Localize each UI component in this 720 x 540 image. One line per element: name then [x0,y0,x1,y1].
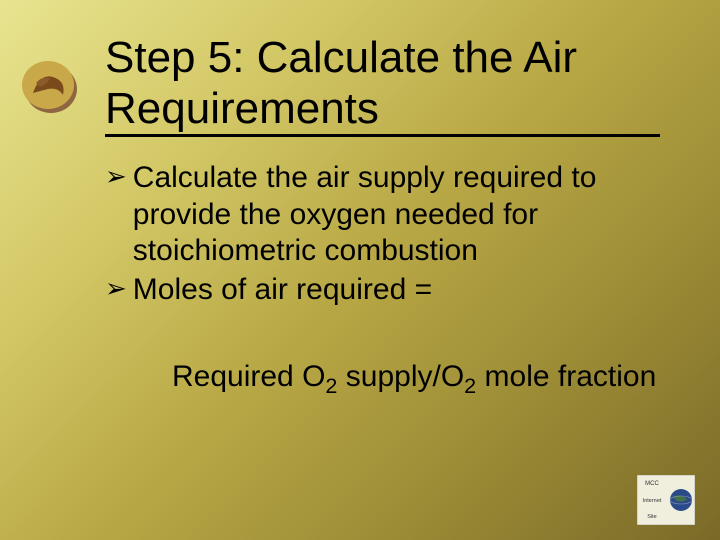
footer-logo: MCC Internet Site [637,475,695,525]
formula-text: Required O2 supply/O2 mole fraction [172,360,690,399]
corner-logo [18,55,80,117]
footer-label: Internet [643,498,662,504]
bullet-item: ➢ Calculate the air supply required to p… [105,160,680,270]
bullet-text: Moles of air required = [133,272,432,309]
formula-part: mole fraction [476,360,656,393]
formula-subscript: 2 [464,373,476,398]
formula-part: Required O [172,360,325,393]
slide: Step 5: Calculate the Air Requirements ➢… [0,0,720,540]
bullet-marker-icon: ➢ [105,272,127,306]
footer-label: Site [647,514,656,520]
footer-label: MCC [645,481,659,487]
slide-body: ➢ Calculate the air supply required to p… [105,160,680,310]
formula-subscript: 2 [325,373,337,398]
formula-part: supply/O [337,360,464,393]
slide-title: Step 5: Calculate the Air Requirements [105,33,660,137]
bullet-text: Calculate the air supply required to pro… [133,160,680,270]
bullet-item: ➢ Moles of air required = [105,272,680,309]
bullet-marker-icon: ➢ [105,160,127,194]
